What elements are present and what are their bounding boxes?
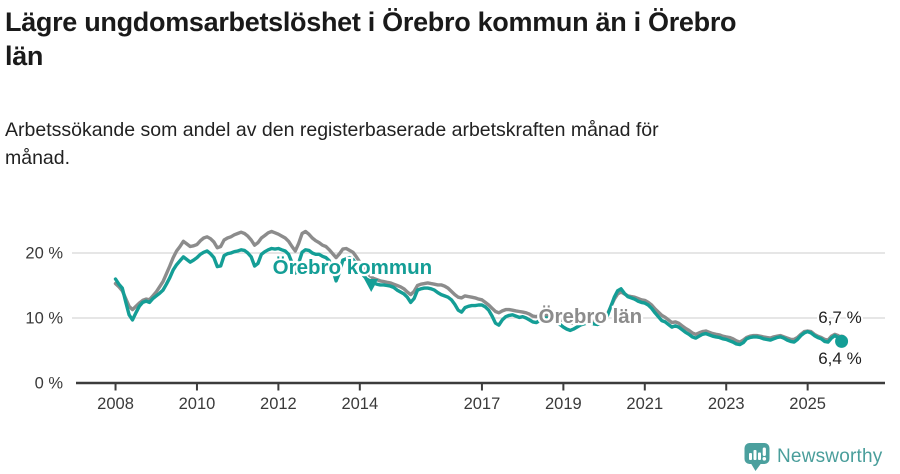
series-label-pointer-kommun	[364, 279, 379, 292]
x-axis-tick-label: 2012	[260, 395, 297, 413]
series-line-lan	[113, 229, 844, 344]
x-axis-tick-label: 2025	[789, 395, 826, 413]
end-value-annotation: 6,4 %	[818, 349, 861, 368]
chart-subtitle: Arbetssökande som andel av den registerb…	[5, 116, 845, 172]
page-title-line1: Lägre ungdomsarbetslöshet i Örebro kommu…	[5, 7, 737, 37]
end-value-annotation: 6,7 %	[818, 308, 861, 327]
chart-subtitle-line1: Arbetssökande som andel av den registerb…	[5, 119, 659, 141]
chart-subtitle-line2: månad.	[5, 147, 71, 169]
x-axis-tick-label: 2010	[179, 395, 216, 413]
end-marker-kommun	[835, 334, 849, 348]
page-title: Lägre ungdomsarbetslöshet i Örebro kommu…	[5, 5, 885, 73]
newsworthy-brand: Newsworthy	[744, 442, 882, 472]
y-axis-tick-label: 0 %	[35, 375, 64, 393]
newsworthy-logo-icon	[744, 443, 770, 471]
x-axis-tick-label: 2017	[464, 395, 501, 413]
x-axis-tick-label: 2019	[545, 395, 582, 413]
y-axis-tick-label: 20 %	[25, 245, 63, 263]
y-axis-tick-label: 10 %	[25, 310, 63, 328]
x-axis-tick-label: 2008	[97, 395, 134, 413]
series-label-lan: Örebro län	[539, 305, 643, 328]
x-axis-tick-label: 2014	[341, 395, 378, 413]
x-axis-tick-label: 2021	[626, 395, 663, 413]
page-title-line2: län	[5, 41, 44, 71]
series-line-kommun	[113, 246, 844, 347]
brand-name: Newsworthy	[777, 446, 883, 467]
series-label-kommun: Örebro kommun	[273, 256, 432, 279]
x-axis-tick-label: 2023	[708, 395, 745, 413]
